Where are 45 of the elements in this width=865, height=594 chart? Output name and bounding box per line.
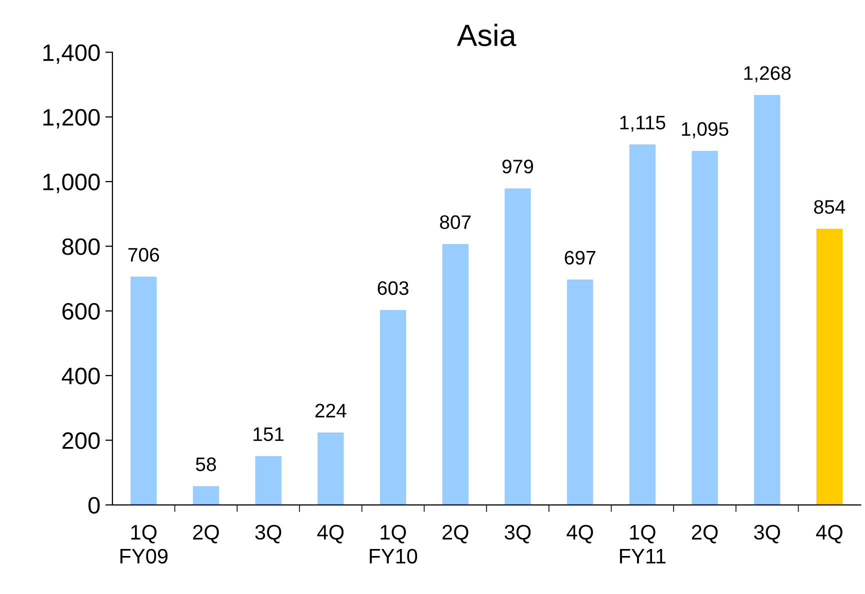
data-label: 979: [502, 160, 534, 174]
bar: [130, 276, 157, 505]
y-tick-label: 400: [62, 368, 100, 384]
data-label: 1,095: [682, 122, 728, 138]
data-label: 854: [814, 200, 846, 214]
chart-title: Asia: [456, 24, 516, 46]
y-tick-label: 0: [88, 496, 100, 514]
bar: [442, 244, 468, 505]
data-label: 697: [564, 250, 596, 265]
bar: [504, 188, 531, 505]
data-label: 1,115: [620, 116, 666, 132]
data-label: 224: [315, 404, 346, 418]
y-tick-label: 1,000: [43, 174, 100, 194]
x-tick-label: 3Q: [255, 524, 282, 544]
x-tick-label: 2Q: [692, 524, 718, 544]
bar: [754, 94, 780, 505]
bar: [692, 150, 718, 505]
y-tick-label: 600: [62, 302, 100, 320]
x-tick-label: 1Q FY11: [620, 524, 666, 564]
data-label: 58: [196, 457, 216, 472]
data-label: 706: [128, 248, 159, 262]
x-tick-label: 1Q FY09: [120, 524, 168, 564]
bar: [192, 486, 220, 505]
x-tick-label: 4Q: [317, 524, 344, 544]
x-tick-label: 4Q: [816, 524, 842, 544]
data-label: 603: [378, 281, 408, 295]
bar: [566, 280, 594, 505]
y-tick-label: 800: [62, 238, 100, 256]
x-tick-label: 4Q: [566, 524, 593, 544]
y-tick-label: 200: [62, 432, 100, 450]
bar: [318, 432, 344, 505]
x-tick-label: 2Q: [193, 524, 219, 544]
data-label: 1,268: [744, 66, 791, 82]
bar: [629, 144, 656, 505]
data-label: 807: [440, 215, 471, 230]
y-tick-label: 1,200: [43, 109, 100, 129]
x-tick-label: 1Q FY10: [370, 524, 418, 564]
x-tick-label: 3Q: [504, 524, 531, 544]
x-tick-label: 3Q: [754, 524, 780, 544]
bar: [255, 456, 282, 505]
data-label: 151: [254, 428, 284, 442]
y-tick-label: 1,400: [43, 44, 100, 64]
bar: [380, 310, 406, 505]
x-tick-label: 2Q: [442, 524, 468, 544]
bar: [816, 228, 843, 505]
